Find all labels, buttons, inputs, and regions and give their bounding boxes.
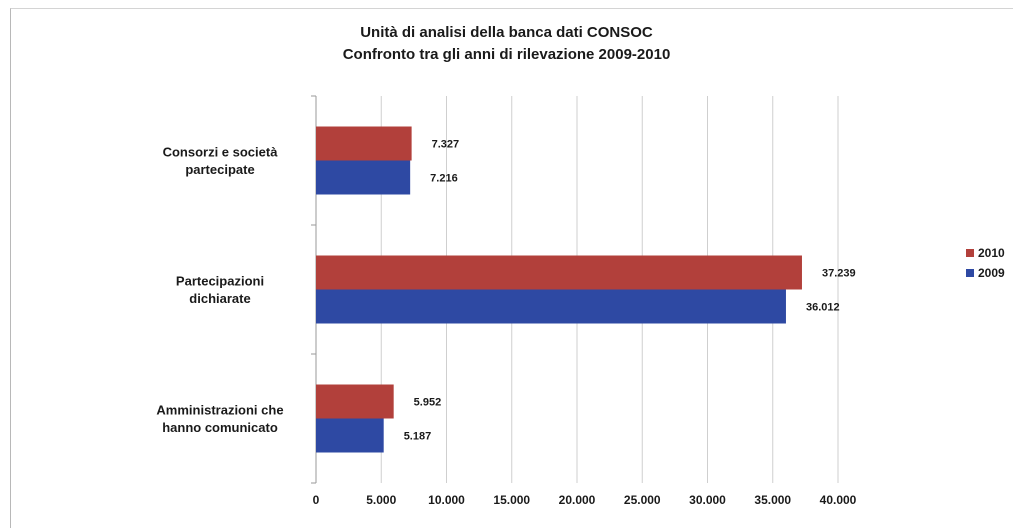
data-label-2009: 36.012 [806, 302, 840, 314]
data-label-2009: 7.216 [430, 173, 458, 185]
category-label: Amministrazioni che hanno comunicato [156, 403, 283, 436]
x-tick-label: 15.000 [493, 493, 530, 507]
bar-2009 [316, 289, 786, 324]
category-label-line: partecipate [185, 162, 254, 177]
bar-2009 [316, 160, 411, 195]
x-tick-label: 20.000 [559, 493, 596, 507]
x-tick-label: 5.000 [366, 493, 396, 507]
x-tick-label: 0 [313, 493, 320, 507]
category-label-line: hanno comunicato [162, 420, 278, 435]
category-label-line: dichiarate [189, 291, 250, 306]
legend-item-2009: 2009 [966, 263, 1005, 283]
bar-2010 [316, 255, 802, 290]
chart-title-block: Unità di analisi della banca dati CONSOC… [0, 22, 1013, 66]
x-tick-label: 30.000 [689, 493, 726, 507]
legend-swatch-2009 [966, 269, 974, 277]
x-tick-label: 10.000 [428, 493, 465, 507]
category-label-line: Amministrazioni che [156, 403, 283, 418]
chart-frame [10, 8, 1013, 528]
data-label-2010: 5.952 [414, 397, 442, 409]
category-label-line: Partecipazioni [176, 274, 264, 289]
data-label-2009: 5.187 [404, 431, 432, 443]
bar-2010 [316, 126, 412, 161]
legend: 2010 2009 [966, 243, 1005, 283]
data-label-2010: 37.239 [822, 268, 856, 280]
legend-item-2010: 2010 [966, 243, 1005, 263]
x-tick-label: 40.000 [820, 493, 857, 507]
chart-title: Unità di analisi della banca dati CONSOC [360, 24, 653, 41]
x-tick-label: 25.000 [624, 493, 661, 507]
legend-label-2009: 2009 [978, 266, 1005, 280]
legend-label-2010: 2010 [978, 246, 1005, 260]
category-label: Consorzi e società partecipate [163, 145, 279, 178]
x-tick-label: 35.000 [754, 493, 791, 507]
chart-subtitle: Confronto tra gli anni di rilevazione 20… [342, 46, 671, 63]
bar-2009 [316, 418, 384, 453]
category-label-line: Consorzi e società [163, 145, 279, 160]
data-label-2010: 7.327 [432, 139, 460, 151]
category-label: Partecipazioni dichiarate [176, 274, 264, 307]
bar-2010 [316, 384, 394, 419]
legend-swatch-2010 [966, 249, 974, 257]
